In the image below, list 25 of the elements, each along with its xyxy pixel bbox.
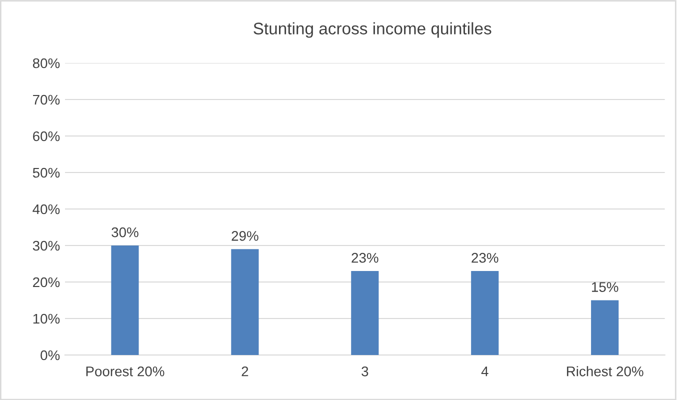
x-tick-label: 3 [362, 366, 368, 376]
y-tick-label: 50% [32, 168, 60, 178]
y-tick-label: 40% [32, 204, 60, 214]
x-tick-label: 2 [242, 366, 248, 376]
y-tick-label: 60% [33, 131, 60, 142]
y-tick-label: 80% [32, 58, 60, 68]
y-tick-label: 10% [33, 314, 60, 324]
bar [231, 249, 259, 355]
x-tick-label: 4 [481, 366, 488, 376]
y-tick-label: 70% [33, 94, 60, 105]
x-tick-label: Richest 20% [566, 366, 644, 376]
bar [351, 271, 379, 355]
x-tick-label: Poorest 20% [86, 366, 164, 376]
data-label: 30% [112, 227, 138, 238]
y-tick-label: 20% [33, 277, 60, 288]
data-label: 23% [472, 252, 498, 263]
bar [111, 246, 139, 355]
bar [591, 300, 619, 355]
data-label: 15% [592, 282, 618, 292]
chart-title: Stunting across income quintiles [254, 22, 492, 38]
y-tick-label: 30% [32, 240, 60, 251]
y-tick-label: 0% [40, 350, 60, 360]
bar [471, 271, 499, 355]
data-label: 29% [232, 231, 258, 241]
data-label: 23% [352, 252, 378, 263]
